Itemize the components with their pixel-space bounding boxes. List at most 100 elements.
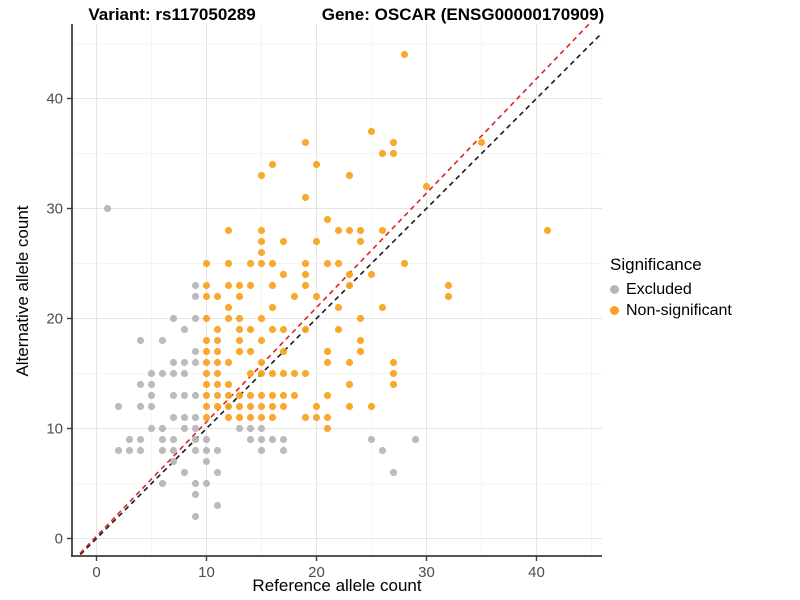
data-point-excluded: [169, 413, 178, 422]
data-point-excluded: [213, 446, 222, 455]
data-point-non-significant: [213, 347, 222, 356]
data-point-non-significant: [356, 314, 365, 323]
data-point-non-significant: [356, 226, 365, 235]
data-point-non-significant: [268, 325, 277, 334]
data-point-non-significant: [213, 380, 222, 389]
data-point-non-significant: [257, 358, 266, 367]
data-point-non-significant: [235, 292, 244, 301]
data-point-non-significant: [257, 402, 266, 411]
data-point-non-significant: [323, 358, 332, 367]
data-point-non-significant: [389, 358, 398, 367]
data-point-non-significant: [257, 226, 266, 235]
data-point-excluded: [191, 347, 200, 356]
x-tick-label: 0: [92, 564, 100, 581]
data-point-non-significant: [202, 413, 211, 422]
data-point-excluded: [158, 336, 167, 345]
expected-ratio-line: [76, 24, 591, 556]
data-point-excluded: [202, 446, 211, 455]
y-tick-label: 20: [46, 311, 63, 328]
data-point-non-significant: [345, 358, 354, 367]
data-point-non-significant: [312, 237, 321, 246]
data-point-non-significant: [257, 314, 266, 323]
data-point-non-significant: [224, 314, 233, 323]
data-point-non-significant: [202, 314, 211, 323]
data-point-excluded: [169, 391, 178, 400]
data-point-non-significant: [312, 402, 321, 411]
data-point-non-significant: [213, 336, 222, 345]
data-point-non-significant: [202, 391, 211, 400]
data-point-non-significant: [268, 160, 277, 169]
non-significant-dot-icon: [610, 306, 619, 315]
data-point-excluded: [213, 468, 222, 477]
data-point-non-significant: [367, 402, 376, 411]
data-point-excluded: [147, 402, 156, 411]
data-point-excluded: [246, 435, 255, 444]
data-point-excluded: [114, 402, 123, 411]
data-point-non-significant: [367, 127, 376, 136]
data-point-non-significant: [235, 281, 244, 290]
data-point-excluded: [114, 446, 123, 455]
data-point-excluded: [180, 391, 189, 400]
data-point-non-significant: [301, 270, 310, 279]
data-point-excluded: [191, 512, 200, 521]
data-point-non-significant: [345, 226, 354, 235]
data-point-excluded: [125, 446, 134, 455]
data-point-non-significant: [543, 226, 552, 235]
data-point-non-significant: [444, 292, 453, 301]
data-point-non-significant: [334, 259, 343, 268]
data-point-non-significant: [323, 347, 332, 356]
data-point-non-significant: [334, 303, 343, 312]
data-point-non-significant: [224, 391, 233, 400]
data-point-non-significant: [268, 402, 277, 411]
data-point-non-significant: [257, 336, 266, 345]
data-point-non-significant: [202, 347, 211, 356]
data-point-non-significant: [213, 369, 222, 378]
legend-item-non-significant: Non-significant: [610, 300, 732, 321]
data-point-excluded: [367, 435, 376, 444]
data-point-non-significant: [301, 325, 310, 334]
data-point-non-significant: [389, 380, 398, 389]
y-tick-label: 10: [46, 421, 63, 438]
data-point-non-significant: [202, 281, 211, 290]
data-point-non-significant: [213, 292, 222, 301]
data-point-excluded: [246, 424, 255, 433]
data-point-non-significant: [213, 402, 222, 411]
data-point-non-significant: [202, 380, 211, 389]
y-tick-label: 30: [46, 201, 63, 218]
data-point-non-significant: [213, 391, 222, 400]
data-point-non-significant: [279, 391, 288, 400]
data-point-non-significant: [224, 303, 233, 312]
data-point-non-significant: [400, 259, 409, 268]
data-point-non-significant: [224, 226, 233, 235]
data-point-non-significant: [389, 369, 398, 378]
data-point-non-significant: [323, 259, 332, 268]
data-point-non-significant: [202, 292, 211, 301]
data-point-non-significant: [279, 402, 288, 411]
data-point-non-significant: [279, 347, 288, 356]
x-tick-label: 40: [528, 564, 545, 581]
data-point-non-significant: [356, 237, 365, 246]
data-point-non-significant: [301, 281, 310, 290]
data-point-excluded: [202, 479, 211, 488]
data-point-non-significant: [257, 391, 266, 400]
legend-item-label: Non-significant: [626, 301, 732, 319]
data-point-excluded: [191, 358, 200, 367]
data-point-excluded: [147, 424, 156, 433]
data-point-excluded: [169, 358, 178, 367]
x-tick-label: 30: [418, 564, 435, 581]
data-point-non-significant: [334, 325, 343, 334]
x-tick-label: 10: [198, 564, 215, 581]
data-point-excluded: [191, 391, 200, 400]
data-point-non-significant: [268, 369, 277, 378]
data-point-excluded: [169, 446, 178, 455]
data-point-non-significant: [257, 369, 266, 378]
data-point-non-significant: [235, 413, 244, 422]
legend-item-excluded: Excluded: [610, 279, 732, 300]
y-tick-label: 0: [55, 531, 63, 548]
legend-title: Significance: [610, 255, 702, 274]
data-point-non-significant: [235, 325, 244, 334]
identity-line: [77, 31, 602, 556]
data-point-non-significant: [224, 402, 233, 411]
data-point-excluded: [191, 292, 200, 301]
